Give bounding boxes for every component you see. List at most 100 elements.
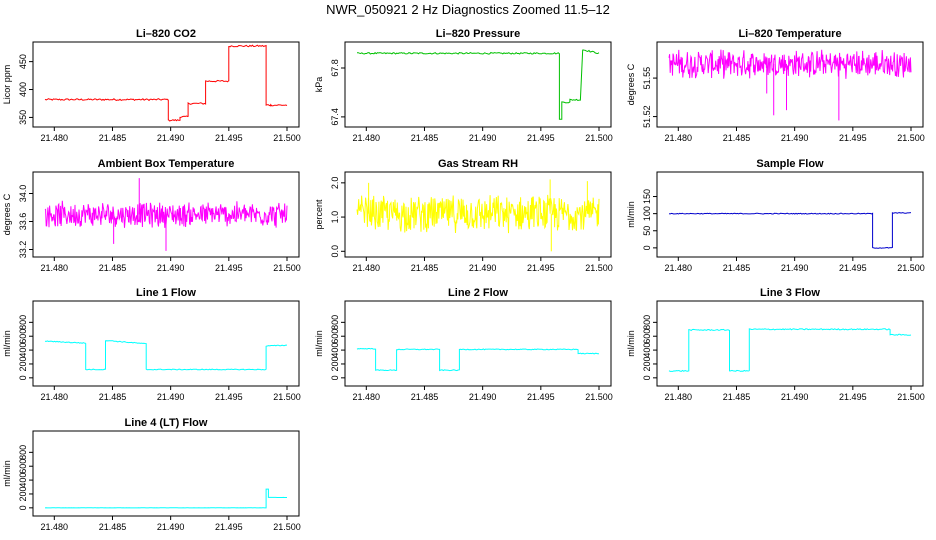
x-tick-label: 21.495 <box>839 133 867 143</box>
x-tick-label: 21.500 <box>273 522 301 532</box>
x-tick-label: 21.490 <box>469 392 497 402</box>
y-tick-label: 51.55 <box>642 67 652 90</box>
series-1 <box>44 488 287 509</box>
panel-10: Line 4 (LT) Flow 21.480 21.485 21.490 21.495… <box>2 417 301 532</box>
panel-title: Ambient Box Temperature <box>98 158 235 170</box>
series-1 <box>44 340 287 371</box>
panels-container: Li–820 CO2 21.480 21.485 21.490 21.495 21.500… <box>2 28 925 532</box>
series-line <box>44 340 287 371</box>
series-line <box>668 49 912 79</box>
y-tick-label: 2.0 <box>330 177 340 190</box>
plot-frame <box>656 171 924 258</box>
y-tick-label: 0 <box>18 505 28 510</box>
y-tick-label: 33.6 <box>18 213 28 231</box>
x-tick-label: 21.495 <box>839 263 867 273</box>
panel-6: Sample Flow 21.480 21.485 21.490 21.495 21.50… <box>626 158 925 273</box>
x-tick-label: 21.490 <box>781 263 809 273</box>
y-tick-label: 51.52 <box>642 105 652 128</box>
x-tick-label: 21.490 <box>469 133 497 143</box>
panel-3: Li–820 Temperature 21.480 21.485 21.490 21.4… <box>626 28 925 143</box>
x-tick-label: 21.495 <box>527 392 555 402</box>
y-tick-label: 0 <box>18 375 28 380</box>
y-axis-label: ml/min <box>2 460 12 487</box>
y-axis-label: kPa <box>314 77 324 93</box>
x-tick-label: 21.500 <box>273 133 301 143</box>
x-tick-label: 21.495 <box>215 133 243 143</box>
y-tick-label: 200 <box>642 356 652 371</box>
x-tick-label: 21.485 <box>99 392 127 402</box>
series-1 <box>357 49 600 120</box>
series-line <box>356 347 599 372</box>
y-axis-label: ml/min <box>626 330 636 357</box>
y-axis-label: degrees C <box>626 63 636 105</box>
x-tick-label: 21.495 <box>839 392 867 402</box>
y-tick-label: 600 <box>18 459 28 474</box>
x-tick-label: 21.485 <box>99 522 127 532</box>
figure-title: NWR_050921 2 Hz Diagnostics Zoomed 11.5–… <box>326 2 610 17</box>
panel-title: Line 1 Flow <box>136 287 196 299</box>
x-tick-label: 21.485 <box>723 392 751 402</box>
y-tick-label: 1.0 <box>330 211 340 224</box>
plot-frame <box>32 430 300 517</box>
series-1 <box>668 328 912 372</box>
x-tick-label: 21.485 <box>411 392 439 402</box>
panel-title: Li–820 Pressure <box>436 28 520 40</box>
x-tick-label: 21.495 <box>215 522 243 532</box>
x-tick-label: 21.495 <box>527 133 555 143</box>
y-tick-label: 800 <box>642 315 652 330</box>
y-tick-label: 400 <box>18 473 28 488</box>
y-tick-label: 350 <box>18 110 28 125</box>
x-tick-label: 21.480 <box>353 263 381 273</box>
plot-frame <box>32 41 300 128</box>
x-tick-label: 21.485 <box>411 133 439 143</box>
y-tick-label: 400 <box>642 343 652 358</box>
y-tick-label: 200 <box>18 486 28 501</box>
panel-title: Gas Stream RH <box>438 158 518 170</box>
y-tick-label: 600 <box>642 329 652 344</box>
x-tick-label: 21.500 <box>585 392 613 402</box>
x-tick-label: 21.500 <box>585 263 613 273</box>
plot-frame <box>32 171 300 258</box>
series-1 <box>356 347 599 372</box>
x-tick-label: 21.485 <box>411 263 439 273</box>
plot-frame <box>32 300 300 387</box>
x-tick-label: 21.500 <box>585 133 613 143</box>
y-axis-label: ml/min <box>626 201 636 228</box>
plot-frame <box>656 41 924 128</box>
panel-5: Gas Stream RH 21.480 21.485 21.490 21.495 21.… <box>314 158 613 273</box>
x-tick-label: 21.500 <box>273 263 301 273</box>
y-axis-label: ml/min <box>314 330 324 357</box>
y-axis-label: percent <box>314 199 324 230</box>
y-tick-label: 0 <box>330 375 340 380</box>
x-tick-label: 21.500 <box>897 263 925 273</box>
y-tick-label: 400 <box>330 343 340 358</box>
x-tick-label: 21.495 <box>527 263 555 273</box>
series-line <box>44 44 288 122</box>
x-tick-label: 21.480 <box>665 133 693 143</box>
y-tick-label: 450 <box>18 54 28 69</box>
x-tick-label: 21.490 <box>157 263 185 273</box>
panel-title: Li–820 Temperature <box>738 28 841 40</box>
panel-title: Line 2 Flow <box>448 287 508 299</box>
x-tick-label: 21.500 <box>897 133 925 143</box>
y-tick-label: 67.4 <box>330 108 340 126</box>
plot-frame <box>656 300 924 387</box>
y-tick-label: 800 <box>18 315 28 330</box>
x-tick-label: 21.490 <box>781 392 809 402</box>
x-tick-label: 21.480 <box>41 522 69 532</box>
x-tick-label: 21.500 <box>273 392 301 402</box>
x-tick-label: 21.485 <box>99 133 127 143</box>
panel-1: Li–820 CO2 21.480 21.485 21.490 21.495 21.500… <box>2 28 301 143</box>
x-tick-label: 21.490 <box>157 133 185 143</box>
y-axis-label: Licor ppm <box>2 65 12 105</box>
x-tick-label: 21.495 <box>215 392 243 402</box>
series-1 <box>44 178 288 251</box>
panel-title: Line 4 (LT) Flow <box>125 417 208 429</box>
y-tick-label: 67.8 <box>330 59 340 77</box>
y-axis-label: degrees C <box>2 193 12 235</box>
y-tick-label: 600 <box>18 329 28 344</box>
panel-4: Ambient Box Temperature 21.480 21.485 21.49… <box>2 158 301 273</box>
y-tick-label: 400 <box>18 343 28 358</box>
